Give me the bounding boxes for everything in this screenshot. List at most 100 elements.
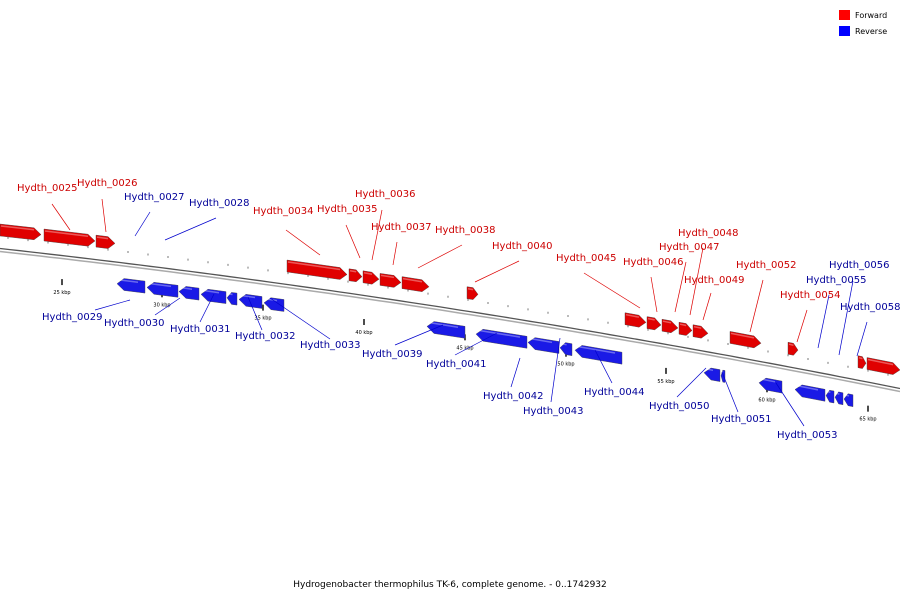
leader-line <box>838 280 854 356</box>
legend-reverse-swatch <box>839 26 850 36</box>
leader-line <box>392 241 398 266</box>
scale-label: 30 kbp <box>153 302 170 308</box>
gene-label-hydth-0047: Hydth_0047 <box>659 242 720 313</box>
gene-label-hydth-0046: Hydth_0046 <box>623 257 684 313</box>
forward-gene-feature <box>466 286 479 300</box>
leader-line <box>650 276 658 313</box>
reverse-gene-feature <box>238 294 263 309</box>
forward-gene-feature <box>43 228 96 247</box>
gene-label-hydth-0029: Hydth_0029 <box>42 299 131 323</box>
gene-label-hydth-0045: Hydth_0045 <box>556 253 641 309</box>
gene-label-hydth-0030: Hydth_0030 <box>104 297 181 329</box>
leader-line <box>101 198 107 233</box>
reverse-gene-feature <box>527 337 560 354</box>
forward-gene-feature <box>624 312 647 328</box>
forward-gene-feature <box>379 273 402 288</box>
leader-line <box>269 297 331 340</box>
gene-name: Hydth_0052 <box>736 260 797 271</box>
gene-label-hydth-0055: Hydth_0055 <box>806 275 867 349</box>
reverse-gene-feature <box>263 297 285 312</box>
gene-label-hydth-0026: Hydth_0026 <box>77 178 138 233</box>
genome-caption: Hydrogenobacter thermophilus TK-6, compl… <box>293 580 607 590</box>
scale-label: 60 kbp <box>758 397 775 403</box>
reverse-gene-feature <box>825 389 835 404</box>
leader-line <box>164 217 217 241</box>
leader-line <box>676 367 707 398</box>
leader-line <box>474 260 520 283</box>
forward-gene-feature <box>787 341 799 356</box>
leader-line <box>594 349 613 384</box>
forward-gene-feature <box>661 318 679 334</box>
reverse-gene-feature <box>834 391 844 406</box>
gene-label-hydth-0056: Hydth_0056 <box>829 260 890 356</box>
gene-label-hydth-0027: Hydth_0027 <box>124 192 185 237</box>
gene-label-hydth-0040: Hydth_0040 <box>474 241 553 283</box>
legend: Forward Reverse <box>839 10 887 36</box>
reverse-gene-feature <box>559 342 573 356</box>
legend-forward-swatch <box>839 10 850 20</box>
gene-name: Hydth_0043 <box>523 406 584 417</box>
gene-label-hydth-0054: Hydth_0054 <box>780 290 841 343</box>
scale-label: 45 kbp <box>456 345 473 351</box>
leader-line <box>94 299 131 311</box>
scale-label: 50 kbp <box>557 362 574 368</box>
gene-name: Hydth_0048 <box>678 228 739 239</box>
gene-name: Hydth_0031 <box>170 324 231 335</box>
leader-line <box>247 296 263 331</box>
leader-line <box>417 244 463 269</box>
gene-label-hydth-0050: Hydth_0050 <box>649 367 710 412</box>
leader-line <box>550 337 561 403</box>
leader-line <box>510 357 521 388</box>
backbone-line-upper <box>0 247 900 390</box>
scale-label: 40 kbp <box>355 330 372 336</box>
gene-name: Hydth_0046 <box>623 257 684 268</box>
gene-label-hydth-0052: Hydth_0052 <box>736 260 797 333</box>
leader-line <box>154 297 181 316</box>
leader-line <box>51 203 71 231</box>
forward-gene-feature <box>362 270 380 285</box>
gene-label-hydth-0043: Hydth_0043 <box>523 337 584 417</box>
gene-name: Hydth_0032 <box>235 331 296 342</box>
forward-gene-feature <box>729 331 762 349</box>
reverse-gene-feature <box>843 393 854 407</box>
reverse-gene-feature <box>426 321 466 339</box>
reverse-gene-feature <box>703 367 721 382</box>
gene-name: Hydth_0053 <box>777 430 838 441</box>
gene-label-hydth-0028: Hydth_0028 <box>164 198 250 241</box>
gene-name: Hydth_0044 <box>584 387 645 398</box>
scale-label: 25 kbp <box>53 290 70 296</box>
gene-label-hydth-0058: Hydth_0058 <box>840 302 900 357</box>
forward-gene-feature <box>348 268 363 283</box>
gene-label-hydth-0033: Hydth_0033 <box>269 297 361 351</box>
gene-name: Hydth_0035 <box>317 204 378 215</box>
gene-name: Hydth_0051 <box>711 414 772 425</box>
gene-name: Hydth_0040 <box>492 241 553 252</box>
forward-gene-feature <box>0 223 42 241</box>
gene-label-hydth-0049: Hydth_0049 <box>684 275 745 321</box>
gene-label-hydth-0035: Hydth_0035 <box>317 204 378 259</box>
reverse-gene-feature <box>178 286 200 301</box>
forward-gene-feature <box>857 355 867 369</box>
leader-line <box>285 229 321 256</box>
gene-name: Hydth_0047 <box>659 242 720 253</box>
gene-label-hydth-0032: Hydth_0032 <box>235 296 296 342</box>
reverse-gene-feature <box>794 384 826 402</box>
gene-label-hydth-0038: Hydth_0038 <box>417 225 496 269</box>
gene-name: Hydth_0025 <box>17 183 78 194</box>
gene-label-hydth-0041: Hydth_0041 <box>426 332 498 370</box>
reverse-gene-feature <box>574 345 623 365</box>
backbone-line-lower <box>0 250 900 393</box>
scale-ticks: 25 kbp 30 kbp 35 kbp 40 kbp 45 kbp 50 kbp 55 k… <box>7 236 889 423</box>
leader-line <box>689 247 704 316</box>
leader-line <box>817 294 830 349</box>
leader-line <box>721 371 739 413</box>
gene-label-hydth-0051: Hydth_0051 <box>711 371 772 425</box>
gene-name: Hydth_0028 <box>189 198 250 209</box>
gene-labels: Hydth_0025 Hydth_0026 Hydth_0027 Hydth_0028… <box>17 178 900 441</box>
gene-label-hydth-0036: Hydth_0036 <box>355 189 416 261</box>
reverse-gene-feature <box>200 288 227 304</box>
gene-label-hydth-0025: Hydth_0025 <box>17 183 78 231</box>
gene-name: Hydth_0034 <box>253 206 314 217</box>
gene-label-hydth-0034: Hydth_0034 <box>253 206 321 256</box>
